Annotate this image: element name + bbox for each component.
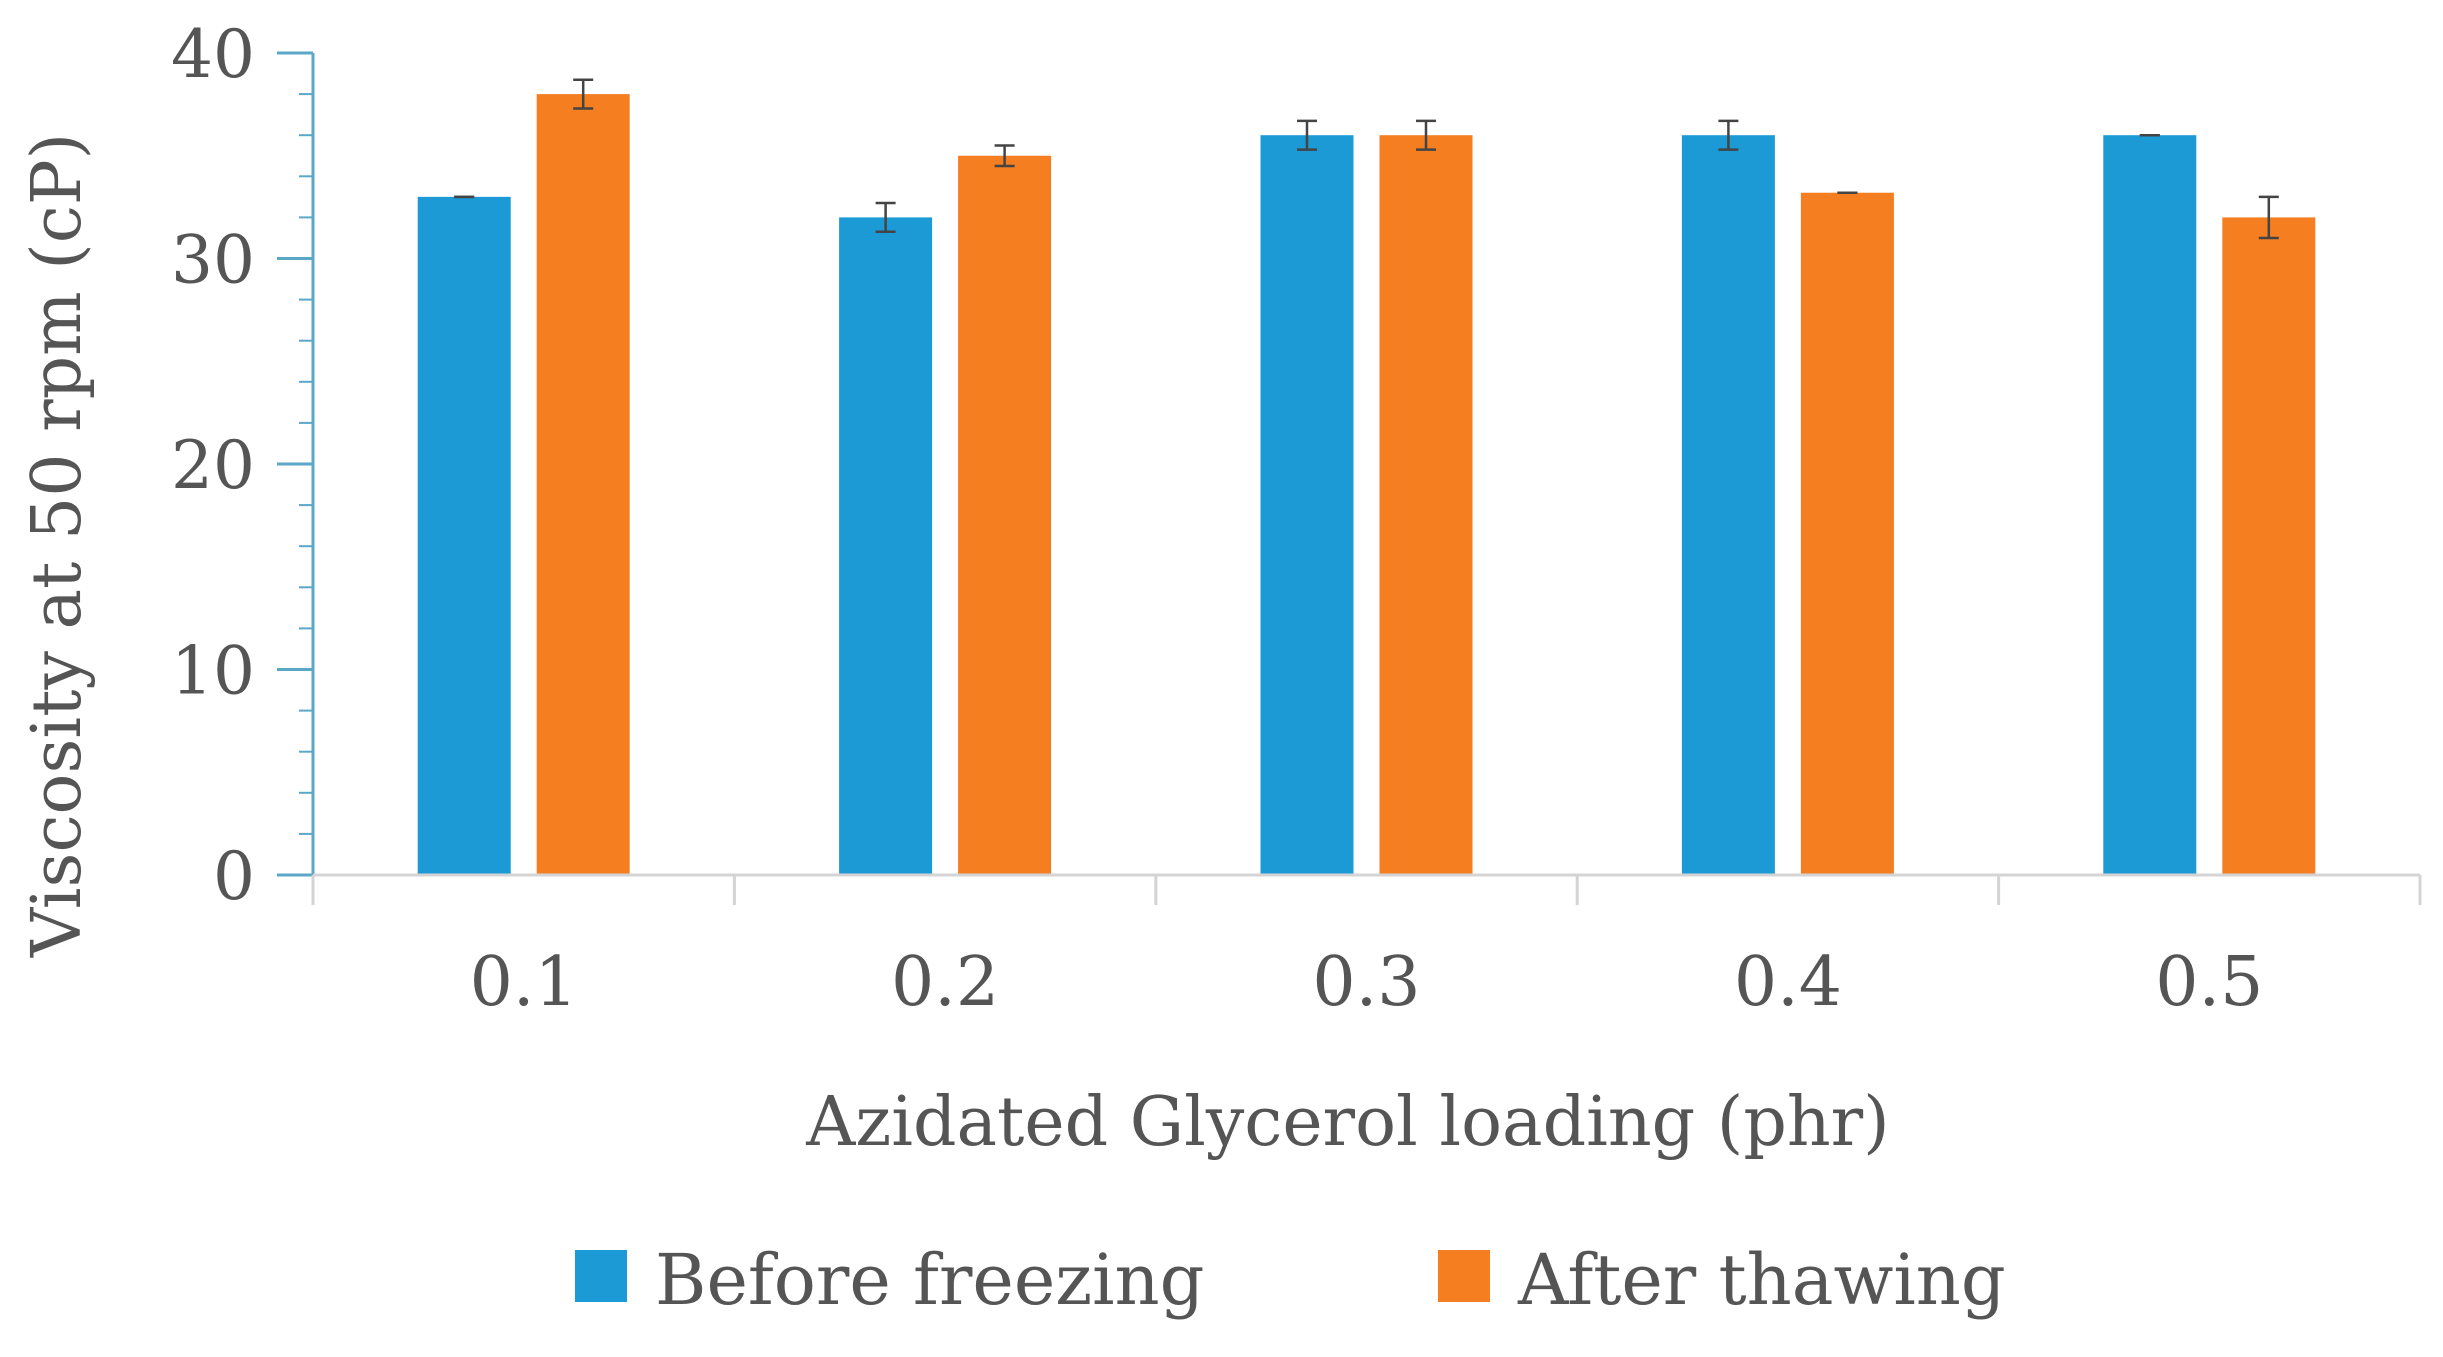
- y-tick-label: 40: [171, 16, 255, 93]
- legend-label-before-freezing: Before freezing: [655, 1239, 1204, 1321]
- bar-before-freezing-0-4: [1681, 135, 1775, 875]
- bar-after-thawing-0-2: [958, 155, 1052, 875]
- legend: Before freezing After thawing: [575, 1239, 2006, 1321]
- error-bar-before-freezing-0-4: [1718, 119, 1739, 151]
- bar-after-thawing-0-5: [2222, 217, 2316, 875]
- bar-after-thawing-0-3: [1379, 135, 1473, 875]
- error-bar-after-thawing-0-1: [573, 78, 594, 110]
- error-bar-after-thawing-0-2: [994, 144, 1015, 168]
- legend-label-after-thawing: After thawing: [1517, 1239, 2006, 1321]
- bar-before-freezing-0-1: [417, 196, 511, 876]
- bar-before-freezing-0-2: [839, 217, 933, 875]
- x-tick-label: 0.3: [1312, 943, 1420, 1022]
- bars-layer: [417, 94, 2316, 876]
- x-tick-label: 0.5: [2155, 943, 2263, 1022]
- x-tick-label: 0.4: [1734, 943, 1842, 1022]
- error-bar-before-freezing-0-3: [1297, 119, 1317, 151]
- error-bars-layer: [454, 78, 2279, 240]
- tick-labels-layer: 0 10 20 30 40 0.1 0.2 0.3 0.4 0.5: [171, 16, 2263, 1022]
- y-tick-label: 20: [171, 427, 255, 504]
- y-tick-label: 10: [171, 633, 255, 710]
- bar-before-freezing-0-5: [2103, 135, 2197, 875]
- error-bar-after-thawing-0-3: [1416, 119, 1436, 151]
- bar-before-freezing-0-3: [1260, 135, 1354, 875]
- legend-swatch-after-thawing: [1438, 1250, 1490, 1302]
- legend-swatch-before-freezing: [575, 1250, 627, 1302]
- axes-layer: [277, 51, 2422, 905]
- y-tick-label: 30: [171, 222, 255, 299]
- y-tick-label: 0: [213, 838, 255, 915]
- bar-after-thawing-0-4: [1800, 192, 1894, 876]
- bar-after-thawing-0-1: [536, 94, 630, 876]
- x-tick-label: 0.1: [470, 943, 578, 1022]
- error-bar-after-thawing-0-5: [2258, 195, 2279, 240]
- x-tick-label: 0.2: [891, 943, 999, 1022]
- error-bar-before-freezing-0-2: [875, 201, 896, 234]
- x-axis-title: Azidated Glycerol loading (phr): [805, 1083, 1889, 1162]
- y-axis-title: Viscosity at 50 rpm (cP): [18, 133, 97, 958]
